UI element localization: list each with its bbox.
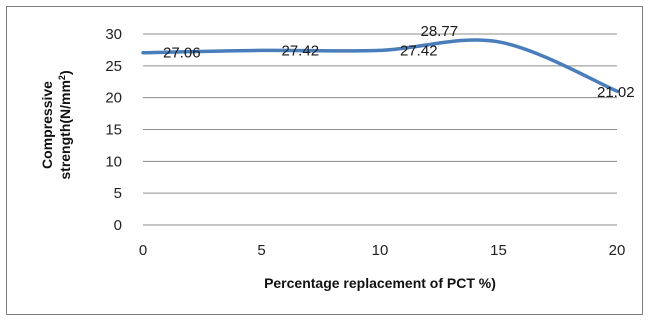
chart-frame: [6, 6, 643, 315]
y-axis-title-superscript: 2: [57, 75, 67, 80]
y-axis-title-line1: Compressive: [39, 81, 55, 169]
x-tick-label: 20: [609, 242, 626, 259]
data-label: 21.02: [597, 84, 635, 101]
y-tick-label: 0: [114, 217, 122, 234]
x-tick-labels: 0 5 10 15 20: [139, 242, 626, 259]
data-label: 27.42: [400, 42, 438, 59]
y-tick-label: 10: [105, 153, 122, 170]
x-tick-label: 0: [139, 242, 147, 259]
y-tick-label: 5: [114, 185, 122, 202]
series-line: [141, 38, 619, 93]
series-line-group: [141, 38, 619, 93]
y-tick-label: 20: [105, 90, 122, 107]
y-tick-labels: 0 5 10 15 20 25 30: [105, 26, 122, 234]
gridlines: [143, 33, 617, 226]
y-axis-title-line2: strength(N/mm2): [57, 70, 73, 179]
y-tick-label: 15: [105, 122, 122, 139]
data-label: 27.06: [163, 45, 201, 62]
y-axis-title-main: strength(N/mm: [57, 80, 73, 180]
x-tick-label: 5: [257, 242, 265, 259]
data-label: 27.42: [282, 42, 320, 59]
y-tick-label: 30: [105, 26, 122, 43]
y-tick-label: 25: [105, 58, 122, 75]
data-labels: 27.06 27.42 27.42 28.77 21.02: [163, 23, 635, 101]
y-axis-title-close: ): [57, 70, 73, 75]
x-tick-label: 10: [372, 242, 389, 259]
x-axis-title: Percentage replacement of PCT %): [264, 275, 496, 291]
x-tick-label: 15: [490, 242, 507, 259]
data-label: 28.77: [421, 23, 459, 40]
